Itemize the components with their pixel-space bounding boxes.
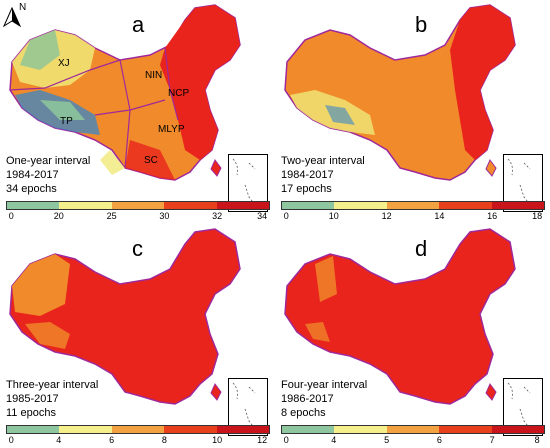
interval-label: Three-year interval xyxy=(6,379,99,391)
legend-swatch xyxy=(59,426,112,433)
legend-swatch xyxy=(164,202,217,209)
legend-swatch xyxy=(7,202,60,209)
region-label-xj: XJ xyxy=(58,58,70,69)
legend-bar xyxy=(6,201,270,210)
legend-tick: 6 xyxy=(436,435,442,445)
legend-tick: 20 xyxy=(53,211,64,221)
epochs-label: 34 epochs xyxy=(6,183,57,195)
legend-tick: 16 xyxy=(487,211,498,221)
interval-label: Two-year interval xyxy=(281,155,365,167)
map-b xyxy=(284,4,516,181)
north-arrow-icon xyxy=(2,6,22,28)
map-c xyxy=(9,228,241,405)
legend-tick: 4 xyxy=(331,435,337,445)
legend-ticks: 0 20 25 30 32 34 xyxy=(6,211,270,223)
legend-tick: 0 xyxy=(283,435,289,445)
panel-letter: c xyxy=(132,236,143,261)
legend-tick: 10 xyxy=(212,435,223,445)
legend-tick: 34 xyxy=(257,211,268,221)
legend-ticks: 0 4 6 8 10 12 xyxy=(6,435,270,447)
years-label: 1985-2017 xyxy=(6,393,59,405)
region-label-ncp: NCP xyxy=(168,88,190,99)
legend-swatch xyxy=(282,426,335,433)
legend-tick: 12 xyxy=(257,435,268,445)
legend-tick: 7 xyxy=(489,435,495,445)
north-label: N xyxy=(19,2,27,13)
legend-tick: 0 xyxy=(283,211,289,221)
legend-tick: 6 xyxy=(109,435,115,445)
years-label: 1986-2017 xyxy=(281,393,334,405)
legend-swatch xyxy=(59,202,112,209)
years-label: 1984-2017 xyxy=(281,169,334,181)
panel-letter: b xyxy=(415,12,428,37)
legend-bar xyxy=(281,425,545,434)
legend-swatch xyxy=(491,426,545,433)
legend-swatch xyxy=(111,426,165,433)
legend-tick: 4 xyxy=(56,435,62,445)
panel-a: N a XJ NIN NCP TP MLYP SC One-year inter… xyxy=(0,0,275,224)
legend-swatch xyxy=(439,202,492,209)
interval-label: One-year interval xyxy=(6,155,91,167)
legend-swatch xyxy=(334,426,387,433)
legend-swatch xyxy=(164,426,217,433)
legend-tick: 14 xyxy=(434,211,445,221)
legend-tick: 5 xyxy=(384,435,390,445)
region-label-nin: NIN xyxy=(145,70,163,81)
legend-tick: 18 xyxy=(532,211,543,221)
legend-swatch xyxy=(111,202,165,209)
legend-swatch xyxy=(386,202,440,209)
china-map xyxy=(9,4,241,181)
region-label-sc: SC xyxy=(144,155,158,166)
panel-b: b Two-year interval 1984-2017 17 epochs … xyxy=(275,0,550,224)
legend-swatch xyxy=(439,426,492,433)
panel-info: Three-year interval 1985-2017 11 epochs xyxy=(6,378,98,420)
epochs-label: 8 epochs xyxy=(281,407,326,419)
panel-d: d Four-year interval 1986-2017 8 epochs … xyxy=(275,224,550,448)
years-label: 1984-2017 xyxy=(6,169,59,181)
legend-swatch xyxy=(216,202,270,209)
panel-c: c Three-year interval 1985-2017 11 epoch… xyxy=(0,224,275,448)
legend-tick: 8 xyxy=(534,435,540,445)
legend-tick: 0 xyxy=(8,211,14,221)
epochs-label: 17 epochs xyxy=(281,183,332,195)
epochs-label: 11 epochs xyxy=(6,407,56,419)
region-label-mlyp: MLYP xyxy=(158,124,185,135)
legend-swatch xyxy=(282,202,335,209)
legend-swatch xyxy=(334,202,387,209)
legend-ticks: 0 4 5 6 7 8 xyxy=(281,435,545,447)
map-a xyxy=(9,4,241,181)
panel-info: Two-year interval 1984-2017 17 epochs xyxy=(281,154,365,196)
legend-swatch xyxy=(216,426,270,433)
legend-bar xyxy=(6,425,270,434)
legend-bar xyxy=(281,201,545,210)
legend-tick: 10 xyxy=(328,211,339,221)
panel-letter: d xyxy=(415,236,428,261)
legend-tick: 0 xyxy=(8,435,14,445)
legend-tick: 12 xyxy=(381,211,392,221)
interval-label: Four-year interval xyxy=(281,379,368,391)
legend-tick: 30 xyxy=(159,211,170,221)
panel-info: Four-year interval 1986-2017 8 epochs xyxy=(281,378,367,420)
legend-swatch xyxy=(491,202,545,209)
region-label-tp: TP xyxy=(60,116,73,127)
map-d xyxy=(284,228,516,405)
legend-swatch xyxy=(386,426,440,433)
legend-tick: 25 xyxy=(106,211,117,221)
legend-ticks: 0 10 12 14 16 18 xyxy=(281,211,545,223)
panel-letter: a xyxy=(132,12,145,37)
legend-tick: 32 xyxy=(212,211,223,221)
legend-swatch xyxy=(7,426,60,433)
panel-info: One-year interval 1984-2017 34 epochs xyxy=(6,154,90,196)
legend-tick: 8 xyxy=(161,435,167,445)
